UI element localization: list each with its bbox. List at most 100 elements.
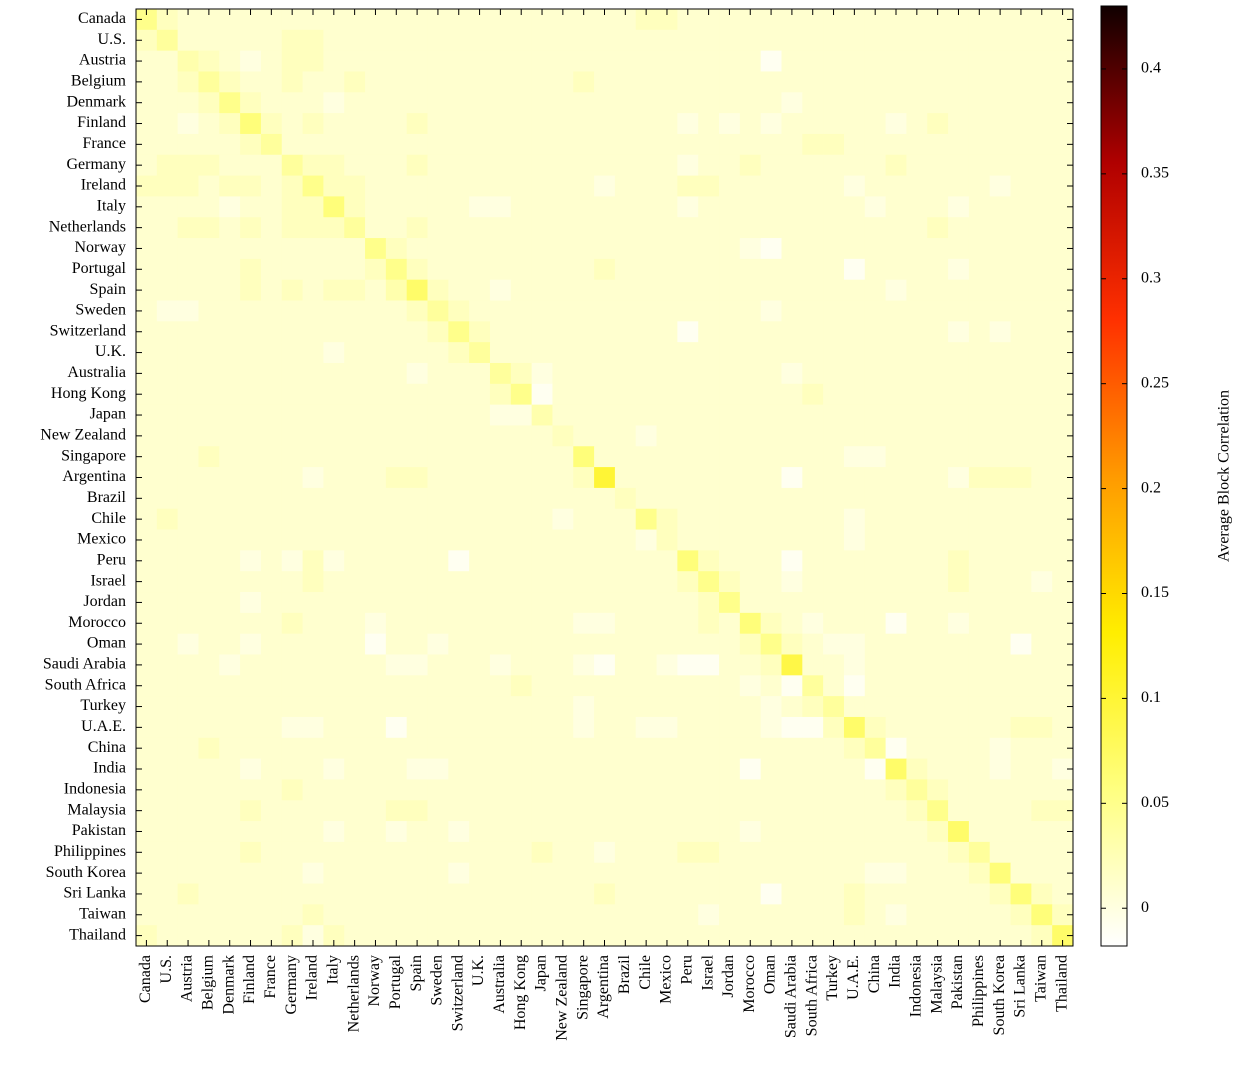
cell (510, 29, 533, 52)
cell (240, 737, 262, 760)
cell (427, 154, 449, 177)
cell (406, 904, 429, 926)
cell (489, 92, 512, 114)
cell (719, 175, 741, 197)
cell (302, 446, 324, 468)
cell (989, 612, 1012, 635)
cell (510, 925, 533, 947)
cell (573, 425, 595, 447)
cell (802, 50, 824, 72)
cell (948, 696, 970, 718)
cell (448, 716, 470, 739)
cell (927, 904, 949, 926)
cell (156, 9, 179, 31)
cell (885, 633, 907, 655)
cell (802, 467, 824, 489)
cell (823, 508, 845, 531)
cell (260, 654, 283, 676)
cell (885, 571, 907, 593)
x-tick-label: Spain (408, 955, 425, 991)
cell (177, 800, 199, 822)
cell (552, 446, 574, 468)
cell (989, 362, 1012, 385)
cell (614, 654, 637, 676)
cell (510, 696, 533, 718)
cell (739, 821, 762, 843)
cell (489, 550, 512, 572)
cell (198, 92, 220, 114)
colorbar-tick-label: 0.4 (1141, 60, 1161, 77)
cell (323, 612, 345, 635)
cell (677, 487, 699, 510)
cell (406, 716, 429, 739)
cell (698, 113, 720, 135)
cell (1031, 779, 1053, 801)
cell (656, 571, 678, 593)
cell (323, 821, 345, 843)
cell (302, 300, 324, 322)
cell (385, 821, 408, 843)
cell (989, 133, 1012, 156)
x-tick-label: Sri Lanka (1012, 955, 1029, 1018)
cell (573, 883, 595, 905)
cell (823, 9, 845, 31)
cell (614, 9, 637, 31)
y-tick-label: Germany (66, 156, 126, 173)
cell (677, 279, 699, 302)
cell (365, 675, 387, 697)
cell (448, 467, 470, 489)
cell (656, 154, 678, 177)
cell (219, 633, 241, 655)
cell (156, 654, 179, 676)
cell (365, 279, 387, 302)
cell (219, 71, 241, 93)
cell (198, 404, 220, 426)
cell (843, 821, 866, 843)
cell (760, 800, 782, 822)
cell (614, 175, 637, 197)
cell (614, 258, 637, 281)
cell (906, 217, 928, 239)
cell (156, 404, 179, 426)
cell (489, 467, 512, 489)
cell (948, 9, 970, 31)
cell (656, 633, 678, 655)
cell (240, 883, 262, 905)
cell (739, 446, 762, 468)
cell (281, 29, 304, 52)
cell (448, 154, 470, 177)
cell (365, 487, 387, 510)
cell (823, 467, 845, 489)
cell (1031, 300, 1053, 322)
cell (823, 342, 845, 364)
y-tick-label: Philippines (54, 843, 126, 860)
cell (489, 737, 512, 760)
cell (573, 529, 595, 551)
cell (781, 550, 803, 572)
cell (552, 716, 574, 739)
cell (864, 50, 887, 72)
cell (719, 113, 741, 135)
cell (594, 446, 616, 468)
cell (136, 821, 158, 843)
cell (469, 71, 491, 93)
cell (843, 467, 866, 489)
cell (760, 904, 782, 926)
cell (406, 279, 429, 302)
y-tick-label: Spain (90, 281, 126, 298)
cell (719, 696, 741, 718)
cell (948, 654, 970, 676)
cell (614, 883, 637, 905)
cell (739, 425, 762, 447)
cell (156, 550, 179, 572)
cell (365, 362, 387, 385)
cell (635, 133, 658, 156)
cell (198, 592, 220, 614)
cell (552, 925, 574, 947)
cell (448, 862, 470, 885)
cell (843, 113, 866, 135)
cell (739, 279, 762, 302)
cell (302, 841, 324, 864)
